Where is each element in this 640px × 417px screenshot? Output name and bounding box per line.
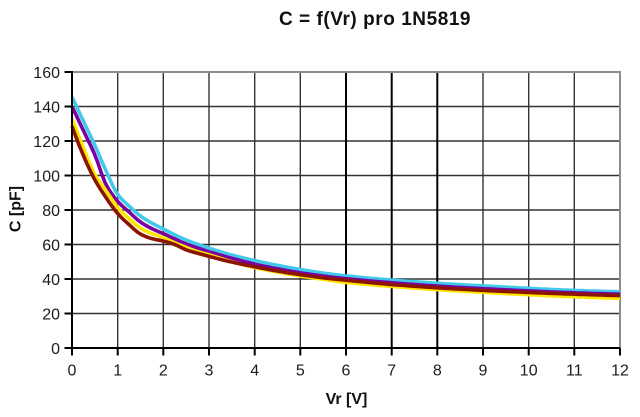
svg-text:3: 3 [205, 363, 214, 380]
svg-text:10: 10 [520, 363, 538, 380]
svg-text:5: 5 [296, 363, 305, 380]
svg-text:80: 80 [42, 203, 60, 220]
svg-text:1: 1 [113, 363, 122, 380]
svg-text:160: 160 [33, 65, 60, 82]
svg-text:0: 0 [51, 341, 60, 358]
svg-text:0: 0 [68, 363, 77, 380]
svg-text:9: 9 [479, 363, 488, 380]
svg-text:7: 7 [387, 363, 396, 380]
svg-text:140: 140 [33, 100, 60, 117]
svg-text:40: 40 [42, 272, 60, 289]
svg-text:6: 6 [342, 363, 351, 380]
svg-text:C [pF]: C [pF] [8, 186, 25, 232]
svg-text:2: 2 [159, 363, 168, 380]
svg-text:8: 8 [433, 363, 442, 380]
svg-text:11: 11 [566, 363, 583, 380]
svg-text:120: 120 [33, 134, 60, 151]
svg-text:12: 12 [611, 363, 629, 380]
svg-text:C = f(Vr) pro 1N5819: C = f(Vr) pro 1N5819 [279, 9, 471, 30]
svg-text:100: 100 [33, 169, 60, 186]
svg-text:4: 4 [250, 363, 259, 380]
svg-text:Vr [V]: Vr [V] [326, 391, 368, 408]
svg-text:20: 20 [42, 307, 60, 324]
svg-text:60: 60 [42, 238, 60, 255]
